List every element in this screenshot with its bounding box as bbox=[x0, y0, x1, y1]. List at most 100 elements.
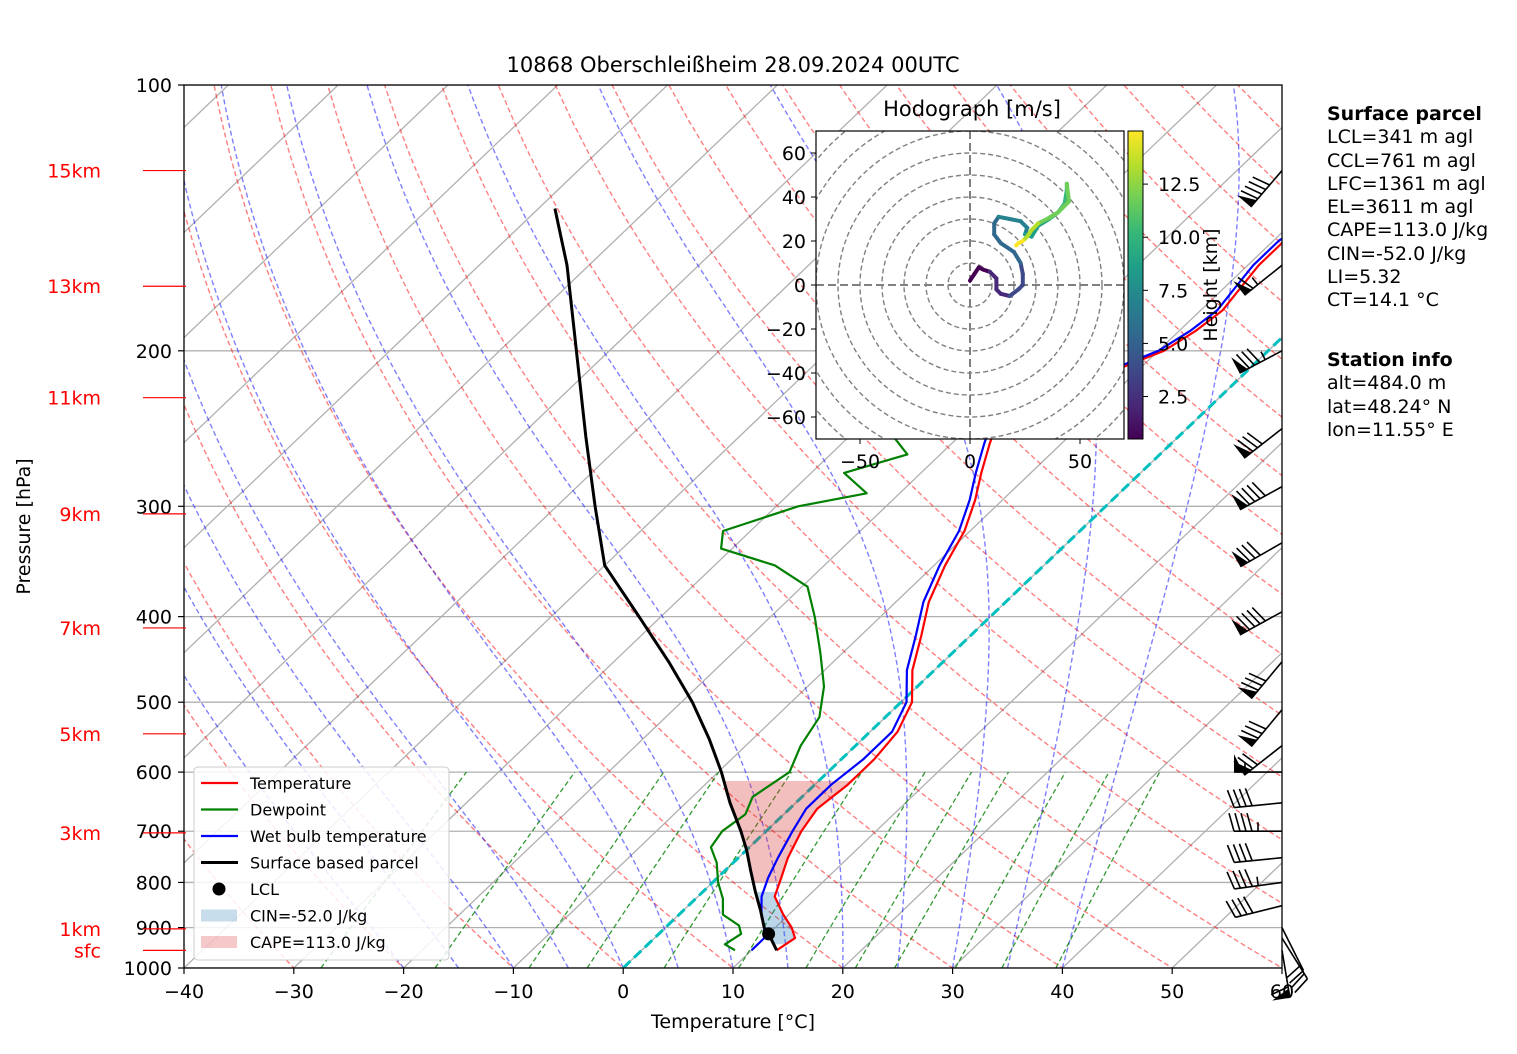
barb-full bbox=[1231, 899, 1242, 917]
colorbar-tick-label: 5.0 bbox=[1158, 333, 1188, 355]
barb-staff bbox=[1243, 745, 1283, 776]
wind-barb bbox=[1231, 607, 1283, 636]
legend-label: Surface based parcel bbox=[250, 854, 419, 873]
height-label: 5km bbox=[59, 724, 101, 746]
barb-full bbox=[1270, 986, 1289, 996]
dry-adiabat-line bbox=[184, 208, 735, 968]
barb-full bbox=[1241, 487, 1256, 503]
hodograph-title: Hodograph [m/s] bbox=[883, 97, 1061, 121]
wind-barb bbox=[1228, 813, 1282, 833]
series-line-surface-based-parcel bbox=[553, 208, 779, 951]
wind-barb bbox=[1226, 869, 1283, 890]
barb-full bbox=[1226, 844, 1235, 863]
parcel-cape: CAPE=113.0 J/kg bbox=[1327, 219, 1489, 242]
mixing-ratio-line bbox=[854, 771, 973, 968]
wind-barb bbox=[1237, 661, 1283, 700]
parcel-ct: CT=14.1 °C bbox=[1327, 289, 1439, 312]
barb-full bbox=[1232, 844, 1241, 863]
x-tick-label: 50 bbox=[1160, 981, 1184, 1003]
mixing-ratio-lines bbox=[320, 771, 1161, 968]
barb-full bbox=[1240, 681, 1259, 691]
wind-barb bbox=[1233, 745, 1283, 776]
legend-label: Wet bulb temperature bbox=[250, 827, 427, 846]
x-tick-label: 0 bbox=[617, 981, 629, 1003]
dry-adiabat-line bbox=[554, 85, 1282, 841]
moist-adiabat-line bbox=[184, 483, 514, 968]
isotherm-line bbox=[184, 85, 888, 759]
dry-adiabats bbox=[184, 85, 1282, 968]
wind-barb bbox=[1281, 927, 1305, 984]
legend-label: LCL bbox=[250, 880, 279, 899]
hodograph-y-tick-label: 60 bbox=[782, 143, 806, 165]
isotherm-line bbox=[0, 85, 9, 968]
isotherm-line bbox=[1061, 756, 1282, 968]
mixing-ratio-line bbox=[738, 771, 863, 968]
mixing-ratio-line bbox=[1055, 771, 1161, 968]
colorbar-tick-label: 10.0 bbox=[1158, 227, 1200, 249]
moist-adiabat-line bbox=[184, 674, 405, 968]
barb-full bbox=[1251, 481, 1266, 497]
moist-adiabat-line bbox=[184, 585, 460, 968]
barb-full bbox=[1232, 789, 1241, 808]
wind-barb bbox=[1226, 842, 1283, 864]
legend-swatch bbox=[201, 936, 237, 948]
barb-pennant bbox=[1237, 735, 1258, 747]
station-lat: lat=48.24° N bbox=[1327, 395, 1452, 418]
isotherm-line bbox=[952, 651, 1282, 968]
barb-full bbox=[1248, 180, 1267, 191]
wind-barb bbox=[1281, 937, 1309, 994]
hodograph-segment bbox=[1014, 241, 1021, 248]
x-tick-label: 30 bbox=[941, 981, 965, 1003]
y-tick-label: 600 bbox=[136, 762, 172, 784]
barb-full bbox=[1237, 897, 1248, 915]
parcel-li: LI=5.32 bbox=[1327, 266, 1402, 289]
parcel-el: EL=3611 m agl bbox=[1327, 196, 1474, 219]
barb-full bbox=[1244, 869, 1254, 887]
hodograph-ring bbox=[837, 152, 1103, 418]
x-tick-label: −30 bbox=[274, 981, 314, 1003]
barb-full bbox=[1244, 725, 1263, 735]
x-tick-label: 10 bbox=[721, 981, 745, 1003]
wind-barb bbox=[1237, 170, 1283, 208]
legend-swatch bbox=[201, 909, 237, 922]
wind-barb bbox=[1233, 428, 1283, 459]
barb-pennant bbox=[1231, 493, 1248, 510]
mixing-ratio-line bbox=[805, 771, 926, 968]
isotherm-line bbox=[512, 231, 1282, 968]
barb-full bbox=[1248, 720, 1267, 730]
barb-full bbox=[1240, 729, 1259, 739]
dry-adiabat-line bbox=[213, 85, 844, 968]
mixing-ratio-line bbox=[434, 771, 576, 968]
barb-staff bbox=[1281, 937, 1309, 980]
mixing-ratio-line bbox=[528, 771, 665, 968]
hodograph-segment bbox=[1029, 223, 1041, 239]
barb-full bbox=[1246, 541, 1261, 556]
parcel-cin: CIN=-52.0 J/kg bbox=[1327, 242, 1467, 265]
barb-full bbox=[1289, 969, 1305, 984]
barb-full bbox=[1234, 813, 1241, 832]
moist-adiabat-line bbox=[1061, 85, 1240, 968]
barb-full bbox=[1228, 813, 1235, 832]
legend-label: CIN=-52.0 J/kg bbox=[250, 907, 367, 926]
colorbar-tick-label: 7.5 bbox=[1158, 280, 1188, 302]
barb-full bbox=[1244, 842, 1253, 861]
y-tick-label: 400 bbox=[136, 607, 172, 629]
moist-adiabat-line bbox=[184, 177, 624, 968]
barb-full bbox=[1241, 544, 1256, 559]
x-tick-label: −20 bbox=[384, 981, 424, 1003]
barb-full bbox=[1226, 789, 1235, 808]
surface-parcel-panel: Surface parcel LCL=341 m agl CCL=761 m a… bbox=[1327, 103, 1488, 313]
y-tick-label: 300 bbox=[136, 496, 172, 518]
isotherm-line bbox=[732, 441, 1282, 968]
cin-shading bbox=[755, 891, 795, 945]
barb-pennant bbox=[1233, 761, 1252, 776]
barb-full bbox=[1236, 547, 1251, 562]
hodograph-x-tick-label: 0 bbox=[964, 451, 976, 473]
dry-adiabat-line bbox=[440, 85, 1282, 968]
dry-adiabat-line bbox=[611, 85, 1282, 778]
colorbar-tick-label: 2.5 bbox=[1158, 387, 1188, 409]
hodograph-segment bbox=[1064, 181, 1071, 204]
hodograph-segment bbox=[1012, 250, 1023, 265]
barb-pennant bbox=[1231, 619, 1248, 635]
y-tick-label: 500 bbox=[136, 692, 172, 714]
